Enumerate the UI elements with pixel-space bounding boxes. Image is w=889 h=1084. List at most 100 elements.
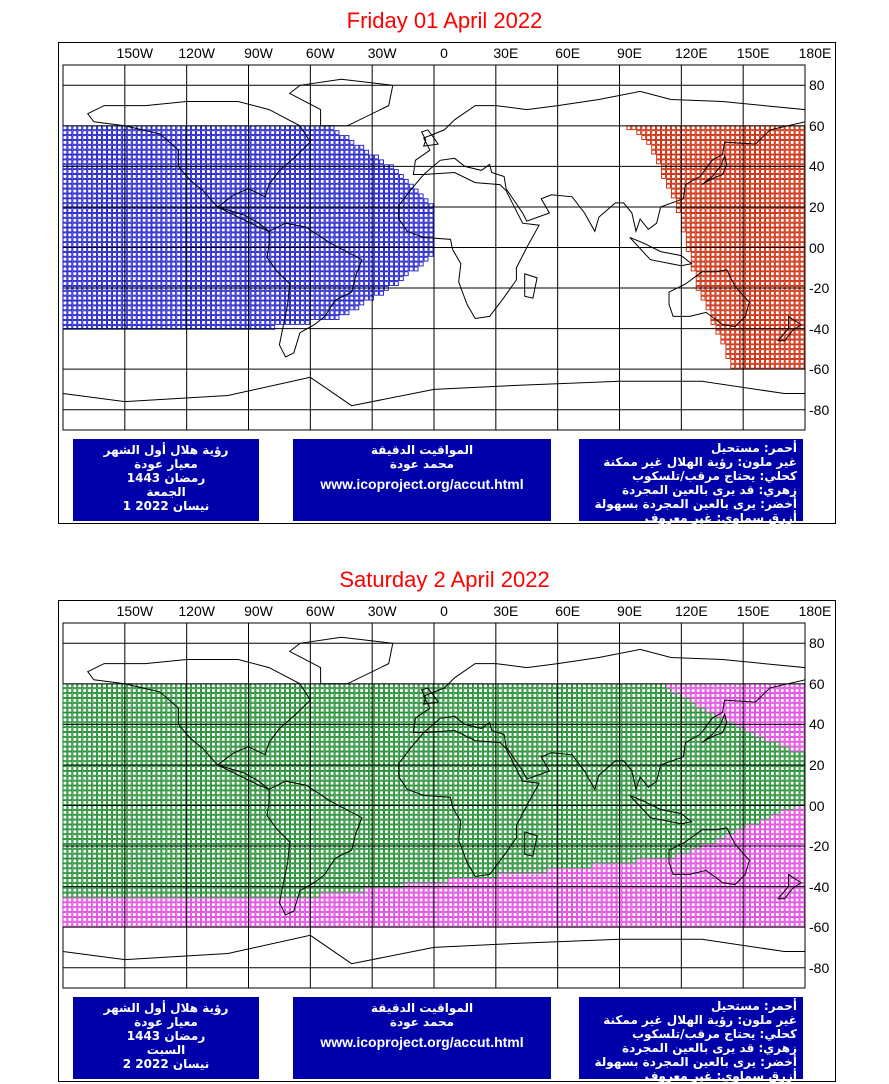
zone-cell-telescope [265, 266, 271, 272]
zone-cell-naked-eye-easy [463, 693, 469, 698]
zone-cell-telescope [112, 261, 117, 267]
zone-cell-telescope [393, 271, 399, 277]
zone-cell-telescope [82, 125, 88, 131]
zone-cell-impossible [755, 144, 760, 150]
zone-cell-impossible [725, 212, 731, 218]
zone-cell-telescope [235, 125, 241, 131]
zone-cell-telescope [102, 144, 107, 150]
zone-cell-naked-eye-easy [260, 702, 266, 708]
zone-cell-impossible [675, 130, 681, 136]
zone-cell-impossible [779, 310, 785, 316]
zone-cell-naked-eye-easy [586, 683, 592, 689]
zone-cell-naked-eye-easy [680, 702, 686, 708]
zone-cell-telescope [72, 242, 78, 247]
zone-cell-telescope [240, 159, 246, 165]
zone-cell-telescope [260, 208, 266, 213]
zone-cell-naked-eye-easy [191, 693, 196, 698]
zone-cell-impossible [794, 144, 800, 150]
zone-cell-telescope [304, 208, 310, 213]
zone-cell-telescope [290, 193, 295, 199]
zone-cell-impossible [789, 324, 795, 330]
zone-cell-naked-eye-easy [369, 683, 375, 689]
zone-cell-telescope [220, 125, 226, 131]
zone-cell-telescope [225, 217, 231, 223]
zone-cell-telescope [319, 178, 325, 184]
zone-cell-naked-eye-possible-ne [745, 697, 750, 703]
land-south-america [266, 222, 363, 358]
zone-cell-naked-eye-easy [359, 683, 365, 689]
zone-cell-naked-eye-easy [225, 697, 231, 703]
zone-cell-telescope [329, 315, 335, 320]
zone-cell-naked-eye-easy [201, 693, 206, 698]
zone-cell-telescope [112, 208, 117, 213]
zone-cell-naked-eye-easy [82, 693, 88, 698]
zone-cell-telescope [285, 276, 290, 282]
zone-cell-telescope [285, 139, 290, 145]
zone-cell-naked-eye-easy [265, 688, 271, 694]
zone-cell-impossible [794, 232, 800, 238]
zone-cell-telescope [72, 227, 78, 233]
zone-cell-telescope [255, 125, 261, 131]
zone-cell-impossible [799, 329, 805, 335]
zone-cell-naked-eye-easy [314, 688, 320, 694]
zone-cell-impossible [745, 329, 750, 335]
zone-cell-telescope [72, 135, 78, 140]
zone-cell-naked-eye-easy [591, 688, 597, 694]
zone-cell-telescope [220, 320, 226, 325]
zone-cell-telescope [319, 242, 325, 247]
zone-cell-naked-eye-easy [438, 702, 444, 708]
zone-cell-impossible [740, 281, 746, 286]
zone-cell-impossible [750, 251, 755, 257]
zone-cell-impossible [715, 271, 721, 277]
zone-cell-telescope [215, 188, 221, 194]
zone-cell-telescope [260, 183, 266, 189]
zone-cell-telescope [285, 178, 290, 184]
zone-cell-naked-eye-easy [685, 697, 691, 703]
zone-cell-telescope [240, 251, 246, 257]
zone-cell-telescope [156, 237, 162, 243]
zone-cell-telescope [107, 295, 112, 301]
zone-cell-telescope [304, 125, 310, 131]
zone-cell-telescope [428, 217, 434, 223]
zone-cell-telescope [389, 266, 394, 272]
zone-cell-telescope [62, 290, 68, 296]
zone-cell-telescope [329, 266, 335, 272]
zone-cell-telescope [384, 271, 389, 277]
zone-cell-telescope [67, 203, 73, 209]
zone-cell-telescope [225, 154, 231, 160]
zone-cell-telescope [255, 232, 261, 238]
zone-cell-impossible [745, 232, 750, 238]
zone-cell-telescope [171, 125, 177, 131]
zone-cell-naked-eye-easy [156, 683, 162, 689]
zone-cell-telescope [92, 193, 98, 199]
zone-cell-impossible [760, 256, 765, 262]
zone-cell-impossible [794, 135, 800, 140]
zone-cell-telescope [359, 247, 365, 252]
zone-cell-naked-eye-easy [250, 688, 256, 694]
zone-cell-telescope [201, 130, 206, 136]
zone-cell-naked-eye-easy [215, 683, 221, 689]
zone-cell-telescope [82, 271, 88, 277]
zone-cell-telescope [97, 203, 102, 209]
zone-cell-telescope [265, 159, 271, 165]
zone-cell-telescope [230, 261, 236, 267]
zone-cell-telescope [220, 188, 226, 194]
zone-cell-naked-eye-easy [166, 693, 172, 698]
zone-cell-telescope [62, 149, 68, 155]
zone-cell-telescope [280, 183, 286, 189]
zone-cell-impossible [789, 130, 795, 136]
zone-cell-telescope [309, 130, 315, 136]
zone-cell-impossible [710, 232, 716, 238]
zone-cell-telescope [171, 276, 177, 282]
zone-cell-naked-eye-easy [87, 697, 93, 703]
zone-cell-telescope [107, 227, 112, 233]
zone-cell-telescope [161, 232, 167, 238]
zone-cell-telescope [240, 315, 246, 320]
zone-cell-telescope [275, 232, 281, 238]
zone-cell-impossible [745, 290, 750, 296]
zone-cell-telescope [210, 237, 216, 243]
zone-cell-impossible [685, 149, 691, 155]
zone-cell-impossible [720, 183, 726, 189]
zone-cell-naked-eye-easy [641, 683, 647, 689]
zone-cell-telescope [235, 203, 241, 209]
